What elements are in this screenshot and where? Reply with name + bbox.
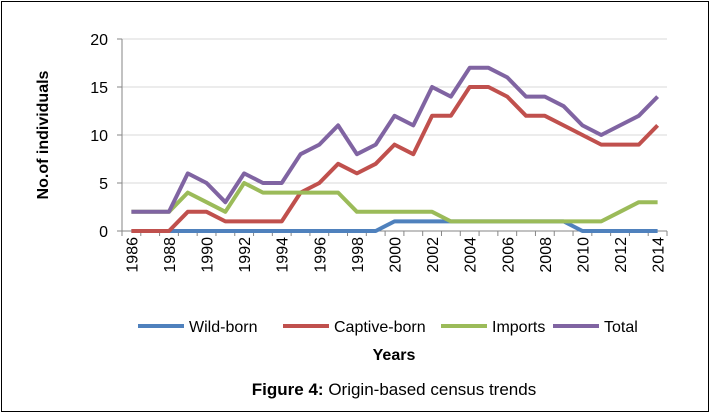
caption-text: Origin-based census trends (328, 380, 536, 399)
x-tick-label: 2014 (651, 237, 668, 273)
x-tick-label: 2008 (538, 237, 555, 273)
x-tick-label: 1990 (200, 237, 217, 273)
y-tick-label: 20 (90, 32, 108, 49)
line-series (131, 181, 658, 224)
x-tick-label: 2012 (613, 237, 630, 273)
legend-label: Imports (492, 319, 545, 336)
line-series (131, 219, 658, 233)
caption: Figure 4: Origin-based census trends (252, 380, 536, 399)
y-axis-title: No.of individuals (35, 70, 52, 199)
x-tick-label: 2004 (463, 237, 480, 273)
x-tick-label: 1998 (350, 237, 367, 273)
x-tick-label: 1988 (162, 237, 179, 273)
x-tick-label: 1986 (124, 237, 141, 273)
x-tick-label: 1994 (275, 237, 292, 273)
x-axis-title: Years (373, 347, 416, 364)
x-tick-label: 1996 (312, 237, 329, 273)
y-tick-label: 10 (90, 128, 108, 145)
x-tick-label: 2000 (388, 237, 405, 273)
line-series (131, 65, 660, 214)
y-tick-label: 0 (99, 224, 108, 241)
legend-label: Total (604, 319, 638, 336)
caption-label: Figure 4: (252, 380, 324, 399)
x-tick-label: 2006 (500, 237, 517, 273)
x-tick-label: 2002 (425, 237, 442, 273)
y-tick-label: 15 (90, 80, 108, 97)
legend-label: Wild-born (189, 319, 257, 336)
x-tick-label: 2010 (575, 237, 592, 273)
x-tick-label: 1992 (237, 237, 254, 273)
y-tick-label: 5 (99, 176, 108, 193)
legend-label: Captive-born (334, 319, 426, 336)
line-series (131, 85, 660, 233)
